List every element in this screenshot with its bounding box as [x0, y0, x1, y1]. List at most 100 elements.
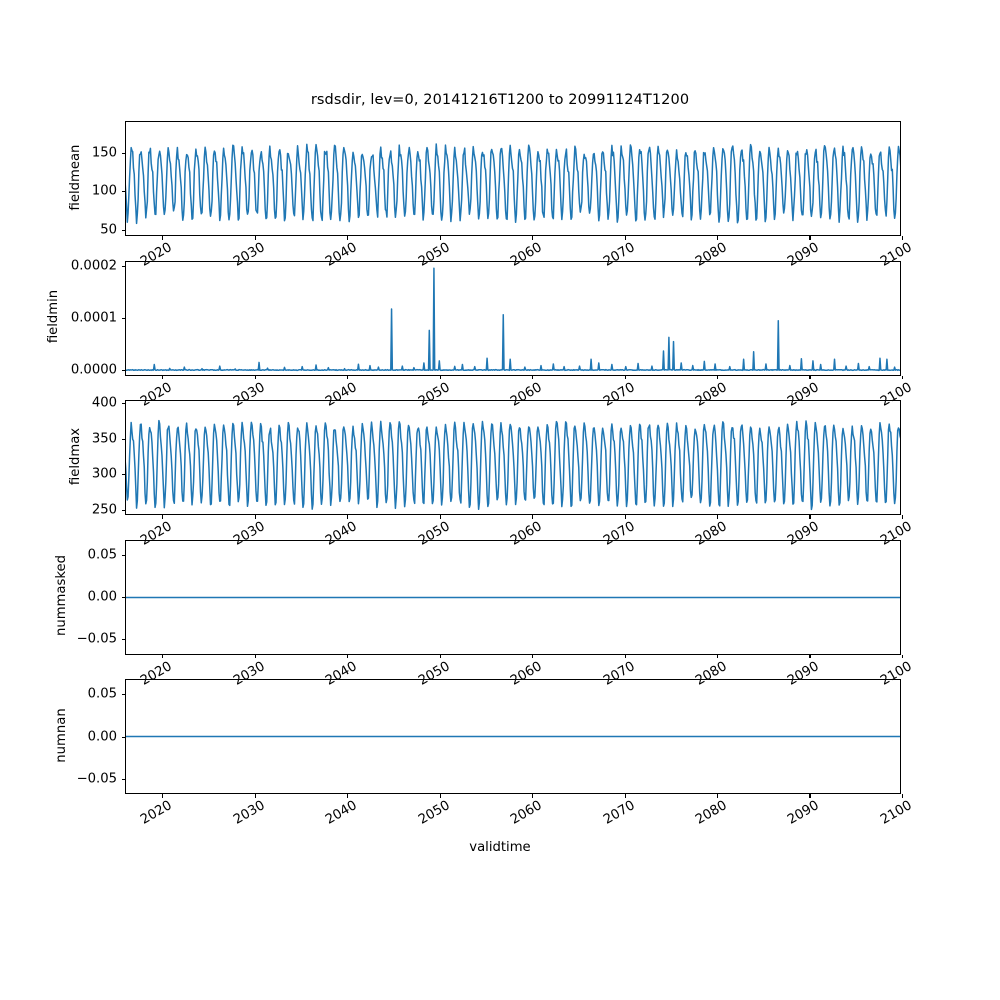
y-tick-label: 250 [91, 502, 117, 518]
axes-frame [125, 679, 901, 794]
subplot-fieldmean [125, 121, 901, 236]
x-tick-mark [347, 794, 349, 798]
y-tick-mark [121, 474, 125, 476]
x-tick-mark [717, 236, 719, 240]
x-tick-mark [532, 375, 534, 379]
axes-frame [125, 400, 901, 515]
y-tick-mark [121, 152, 125, 154]
x-tick-mark [162, 236, 164, 240]
y-tick-mark [121, 317, 125, 319]
y-tick-mark [121, 597, 125, 599]
x-tick-mark [717, 654, 719, 658]
y-tick-label: 0.0000 [70, 362, 117, 378]
x-tick-mark [347, 375, 349, 379]
x-tick-mark [809, 375, 811, 379]
x-tick-mark [532, 794, 534, 798]
x-tick-mark [809, 654, 811, 658]
y-tick-label: 350 [91, 431, 117, 447]
x-tick-mark [254, 515, 256, 519]
plot-line-nummasked [125, 596, 901, 598]
x-tick-mark [532, 515, 534, 519]
plot-line-fieldmean [125, 143, 901, 225]
x-tick-mark [809, 236, 811, 240]
y-tick-mark [121, 694, 125, 696]
plot-line-fieldmin [125, 267, 901, 371]
figure-title: rsdsdir, lev=0, 20141216T1200 to 2099112… [310, 92, 690, 108]
x-tick-mark [347, 654, 349, 658]
x-tick-mark [624, 654, 626, 658]
x-tick-mark [439, 375, 441, 379]
x-tick-mark [624, 236, 626, 240]
x-tick-mark [809, 515, 811, 519]
y-tick-label: 0.00 [87, 729, 117, 744]
x-tick-mark [254, 654, 256, 658]
x-tick-mark [901, 236, 903, 240]
y-tick-mark [121, 736, 125, 738]
y-axis-label-fieldmax: fieldmax [67, 427, 83, 485]
y-axis-label-fieldmean: fieldmean [67, 144, 83, 210]
y-tick-mark [121, 370, 125, 372]
x-tick-mark [254, 794, 256, 798]
x-tick-mark [254, 236, 256, 240]
y-tick-mark [121, 639, 125, 641]
x-tick-mark [624, 794, 626, 798]
x-tick-mark [162, 375, 164, 379]
x-tick-mark [717, 515, 719, 519]
x-tick-mark [254, 375, 256, 379]
y-tick-label: 400 [91, 395, 117, 411]
y-tick-label: −0.05 [76, 631, 117, 647]
x-tick-mark [347, 515, 349, 519]
y-axis-label-numnan: numnan [53, 707, 69, 763]
x-tick-mark [624, 515, 626, 519]
x-axis-label: validtime [469, 840, 531, 855]
y-tick-label: −0.05 [76, 771, 117, 787]
y-tick-label: 150 [91, 145, 117, 161]
plot-line-numnan [125, 735, 901, 738]
axes-frame [125, 539, 901, 655]
x-tick-mark [901, 794, 903, 798]
x-tick-mark [439, 794, 441, 798]
x-tick-mark [901, 375, 903, 379]
x-tick-mark [162, 654, 164, 658]
x-tick-mark [717, 794, 719, 798]
x-tick-mark [901, 515, 903, 519]
y-tick-label: 0.00 [87, 589, 117, 605]
y-axis-label-fieldmin: fieldmin [46, 289, 62, 344]
x-tick-mark [347, 236, 349, 240]
x-tick-mark [532, 654, 534, 658]
x-tick-mark [624, 375, 626, 379]
y-tick-label: 0.05 [87, 547, 117, 563]
y-tick-mark [121, 438, 125, 440]
y-tick-label: 0.0002 [70, 258, 117, 274]
x-tick-mark [809, 794, 811, 798]
y-tick-mark [121, 229, 125, 231]
subplot-fieldmin [125, 260, 901, 376]
axes-frame [125, 121, 901, 236]
y-tick-label: 0.05 [87, 686, 117, 702]
x-tick-mark [439, 654, 441, 658]
y-tick-mark [121, 778, 125, 780]
x-tick-mark [162, 794, 164, 798]
x-tick-mark [439, 515, 441, 519]
data-line [125, 419, 901, 511]
y-tick-mark [121, 265, 125, 267]
y-tick-mark [121, 191, 125, 193]
x-tick-mark [439, 236, 441, 240]
y-tick-mark [121, 402, 125, 404]
x-tick-mark [901, 654, 903, 658]
plot-line-fieldmax [125, 419, 901, 511]
y-tick-label: 300 [91, 466, 117, 482]
axes-frame [125, 260, 901, 376]
y-tick-label: 0.0001 [70, 310, 117, 326]
y-tick-label: 50 [100, 222, 117, 238]
x-tick-mark [717, 375, 719, 379]
data-line [125, 267, 901, 371]
subplot-nummasked [125, 539, 901, 655]
x-tick-mark [162, 515, 164, 519]
y-axis-label-nummasked: nummasked [53, 555, 69, 637]
y-tick-label: 100 [91, 183, 117, 199]
y-tick-mark [121, 510, 125, 512]
data-line [125, 143, 901, 225]
subplot-fieldmax [125, 400, 901, 515]
